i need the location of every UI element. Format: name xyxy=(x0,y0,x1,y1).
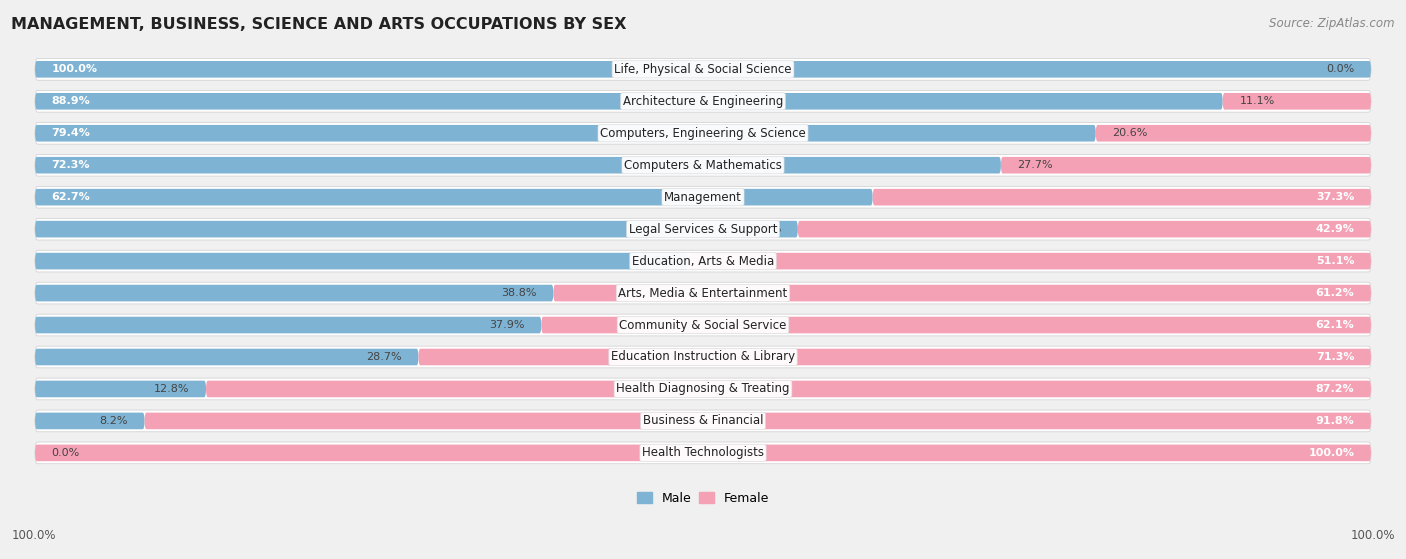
FancyBboxPatch shape xyxy=(35,413,145,429)
Text: 62.7%: 62.7% xyxy=(52,192,90,202)
FancyBboxPatch shape xyxy=(1001,157,1371,173)
Legend: Male, Female: Male, Female xyxy=(631,487,775,510)
Text: 0.0%: 0.0% xyxy=(1326,64,1354,74)
Text: 20.6%: 20.6% xyxy=(1112,128,1147,138)
Text: 8.2%: 8.2% xyxy=(100,416,128,426)
FancyBboxPatch shape xyxy=(35,410,1371,432)
Text: Health Diagnosing & Treating: Health Diagnosing & Treating xyxy=(616,382,790,395)
FancyBboxPatch shape xyxy=(35,157,1001,173)
Text: 61.2%: 61.2% xyxy=(1316,288,1354,298)
FancyBboxPatch shape xyxy=(35,346,1371,368)
FancyBboxPatch shape xyxy=(35,250,1371,272)
Text: 28.7%: 28.7% xyxy=(366,352,402,362)
Text: Education, Arts & Media: Education, Arts & Media xyxy=(631,254,775,268)
FancyBboxPatch shape xyxy=(541,317,1371,333)
Text: 42.9%: 42.9% xyxy=(1316,224,1354,234)
FancyBboxPatch shape xyxy=(689,253,1371,269)
FancyBboxPatch shape xyxy=(35,91,1371,112)
Text: Health Technologists: Health Technologists xyxy=(643,447,763,459)
FancyBboxPatch shape xyxy=(1095,125,1371,141)
FancyBboxPatch shape xyxy=(35,317,541,333)
Text: 87.2%: 87.2% xyxy=(1316,384,1354,394)
FancyBboxPatch shape xyxy=(35,218,1371,240)
FancyBboxPatch shape xyxy=(35,285,554,301)
FancyBboxPatch shape xyxy=(873,189,1371,206)
FancyBboxPatch shape xyxy=(145,413,1371,429)
Text: 100.0%: 100.0% xyxy=(1308,448,1354,458)
Text: 27.7%: 27.7% xyxy=(1018,160,1053,170)
FancyBboxPatch shape xyxy=(35,444,1371,461)
Text: 38.8%: 38.8% xyxy=(501,288,537,298)
FancyBboxPatch shape xyxy=(35,61,1371,78)
FancyBboxPatch shape xyxy=(554,285,1371,301)
FancyBboxPatch shape xyxy=(419,349,1371,366)
Text: 48.9%: 48.9% xyxy=(636,256,672,266)
FancyBboxPatch shape xyxy=(35,442,1371,464)
FancyBboxPatch shape xyxy=(35,122,1371,144)
Text: Legal Services & Support: Legal Services & Support xyxy=(628,222,778,236)
FancyBboxPatch shape xyxy=(35,154,1371,176)
Text: 37.3%: 37.3% xyxy=(1316,192,1354,202)
Text: 79.4%: 79.4% xyxy=(52,128,90,138)
Text: Life, Physical & Social Science: Life, Physical & Social Science xyxy=(614,63,792,76)
Text: 0.0%: 0.0% xyxy=(52,448,80,458)
Text: Management: Management xyxy=(664,191,742,203)
FancyBboxPatch shape xyxy=(35,59,1371,80)
Text: MANAGEMENT, BUSINESS, SCIENCE AND ARTS OCCUPATIONS BY SEX: MANAGEMENT, BUSINESS, SCIENCE AND ARTS O… xyxy=(11,17,627,32)
Text: 12.8%: 12.8% xyxy=(153,384,190,394)
Text: Arts, Media & Entertainment: Arts, Media & Entertainment xyxy=(619,287,787,300)
Text: 91.8%: 91.8% xyxy=(1316,416,1354,426)
Text: 72.3%: 72.3% xyxy=(52,160,90,170)
Text: 11.1%: 11.1% xyxy=(1239,96,1275,106)
FancyBboxPatch shape xyxy=(35,186,1371,208)
FancyBboxPatch shape xyxy=(35,381,207,397)
Text: 62.1%: 62.1% xyxy=(1316,320,1354,330)
Text: Source: ZipAtlas.com: Source: ZipAtlas.com xyxy=(1270,17,1395,30)
FancyBboxPatch shape xyxy=(35,282,1371,304)
FancyBboxPatch shape xyxy=(35,93,1223,110)
FancyBboxPatch shape xyxy=(1223,93,1371,110)
Text: Education Instruction & Library: Education Instruction & Library xyxy=(612,350,794,363)
FancyBboxPatch shape xyxy=(35,189,873,206)
FancyBboxPatch shape xyxy=(35,378,1371,400)
FancyBboxPatch shape xyxy=(35,125,1095,141)
FancyBboxPatch shape xyxy=(35,349,419,366)
Text: Computers & Mathematics: Computers & Mathematics xyxy=(624,159,782,172)
Text: 37.9%: 37.9% xyxy=(489,320,524,330)
FancyBboxPatch shape xyxy=(797,221,1371,238)
Text: Business & Financial: Business & Financial xyxy=(643,414,763,428)
FancyBboxPatch shape xyxy=(207,381,1371,397)
Text: 88.9%: 88.9% xyxy=(52,96,90,106)
Text: 100.0%: 100.0% xyxy=(1350,529,1395,542)
FancyBboxPatch shape xyxy=(35,253,689,269)
Text: 57.1%: 57.1% xyxy=(745,224,782,234)
Text: 100.0%: 100.0% xyxy=(11,529,56,542)
Text: 100.0%: 100.0% xyxy=(52,64,98,74)
Text: Architecture & Engineering: Architecture & Engineering xyxy=(623,95,783,108)
FancyBboxPatch shape xyxy=(35,314,1371,336)
FancyBboxPatch shape xyxy=(35,221,797,238)
Text: Computers, Engineering & Science: Computers, Engineering & Science xyxy=(600,127,806,140)
Text: 51.1%: 51.1% xyxy=(1316,256,1354,266)
Text: Community & Social Service: Community & Social Service xyxy=(619,319,787,331)
Text: 71.3%: 71.3% xyxy=(1316,352,1354,362)
